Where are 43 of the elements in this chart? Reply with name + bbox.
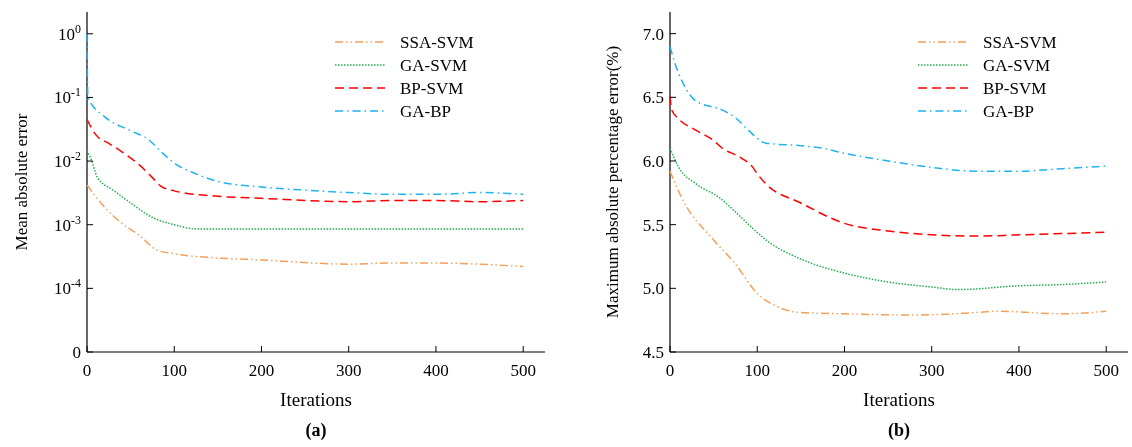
x-tick-label: 200 (831, 361, 858, 380)
y-tick-label: 7.0 (642, 24, 664, 44)
x-axis-title: Iterations (863, 389, 935, 410)
y-tick-label: 10$^{-1}$ (54, 85, 82, 108)
line-series (86, 118, 524, 203)
y-tick-label: 10$^{-3}$ (54, 212, 82, 235)
y-axis-title: Mean absolute error (12, 113, 31, 251)
legend-label: SSA-SVM (983, 33, 1057, 52)
x-tick-label: 500 (510, 361, 536, 380)
y-tick-label: 6.0 (642, 151, 664, 171)
x-tick-label: 100 (161, 361, 187, 380)
x-tick-label: 200 (248, 361, 275, 380)
line-series (86, 33, 524, 196)
y-tick-label: 10$^{-4}$ (54, 276, 82, 299)
line-series (669, 170, 1107, 316)
legend-label: GA-SVM (400, 56, 468, 75)
legend-label: GA-BP (400, 102, 452, 121)
y-tick-label: 5.0 (642, 279, 664, 299)
line-series (669, 147, 1107, 291)
y-tick-label: 10$^{-2}$ (54, 149, 82, 172)
text: (a) (305, 420, 327, 441)
legend-label: BP-SVM (400, 79, 464, 98)
legend-label: SSA-SVM (400, 33, 474, 52)
line-series (669, 95, 1107, 237)
x-tick-label: 400 (423, 361, 449, 380)
x-tick-label: 100 (744, 361, 770, 380)
legend-label: GA-BP (983, 102, 1035, 121)
line-series (86, 184, 524, 268)
x-tick-label: 300 (918, 361, 945, 380)
y-tick-label: 5.5 (642, 215, 664, 235)
text: (b) (888, 420, 910, 441)
x-tick-label: 300 (335, 361, 362, 380)
x-axis-title: Iterations (280, 389, 352, 410)
y-axis-title: Maximum absolute percentage error(%) (603, 45, 622, 319)
y-tick-label: 10$^{0}$ (58, 21, 82, 44)
legend-label: BP-SVM (983, 79, 1047, 98)
y-tick-label: 0 (72, 343, 81, 362)
y-tick-label: 4.5 (642, 343, 664, 362)
y-tick-label: 6.5 (642, 88, 664, 108)
line-series (86, 149, 524, 230)
legend-label: GA-SVM (983, 56, 1051, 75)
x-tick-label: 400 (1006, 361, 1032, 380)
x-tick-label: 500 (1093, 361, 1119, 380)
